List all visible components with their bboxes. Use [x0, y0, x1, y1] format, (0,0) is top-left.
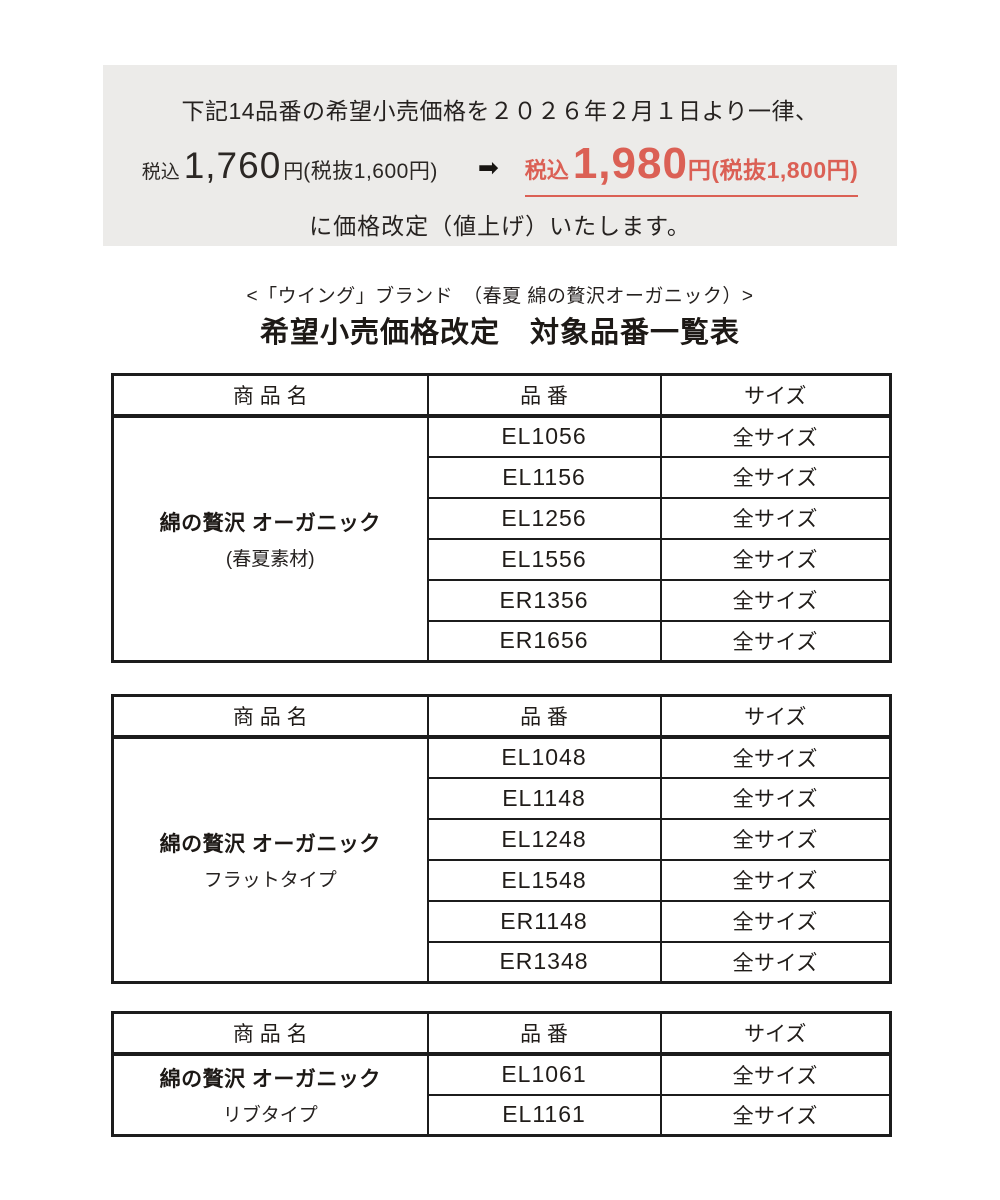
- size-value: 全サイズ: [659, 940, 892, 984]
- old-price: 税込 1,760 円 (税抜1,600円): [142, 145, 438, 187]
- column-header-code: 品 番: [426, 694, 662, 739]
- brand-line: <「ウイング」ブランド （春夏 綿の贅沢オーガニック）>: [246, 286, 754, 307]
- product-code: EL1161: [426, 1093, 662, 1137]
- product-name-cell: 綿の贅沢 オーガニック フラットタイプ: [111, 735, 429, 984]
- product-subtype: (春夏素材): [225, 548, 315, 570]
- column-header-product: 商 品 名: [111, 1011, 429, 1056]
- page-title: 希望小売価格改定 対象品番一覧表: [259, 317, 740, 349]
- table-row: ER1656 全サイズ: [113, 619, 892, 663]
- size-value: 全サイズ: [659, 735, 892, 779]
- product-code: ER1148: [426, 899, 662, 943]
- price-notice-box: 下記14品番の希望小売価格を２０２６年２月１日より一律、 税込 1,760 円 …: [103, 65, 897, 246]
- size-value: 全サイズ: [659, 619, 892, 663]
- new-price: 税込 1,980 円(税抜1,800円): [524, 139, 859, 197]
- product-code: EL1248: [426, 817, 662, 861]
- size-value: 全サイズ: [659, 817, 892, 861]
- product-code: EL1548: [426, 858, 662, 902]
- product-code: EL1156: [426, 455, 662, 499]
- product-subtype: リブタイプ: [222, 1104, 318, 1126]
- table-row: EL1148 全サイズ: [113, 776, 892, 820]
- table-row: ER1356 全サイズ: [113, 578, 892, 622]
- size-value: 全サイズ: [659, 496, 892, 540]
- price-table-spring-summer: 商 品 名 品 番 サイズ 綿の贅沢 オーガニック (春夏素材) EL1056 …: [111, 373, 892, 663]
- table-row: ER1348 全サイズ: [113, 940, 892, 984]
- table-row: EL1556 全サイズ: [113, 537, 892, 581]
- price-change-row: 税込 1,760 円 (税抜1,600円) ➡ 税込 1,980 円(税抜1,8…: [142, 139, 859, 197]
- new-price-tax-excluded: 円(税抜1,800円): [687, 157, 859, 183]
- new-price-tax-label: 税込: [524, 158, 569, 183]
- table-row: 綿の贅沢 オーガニック (春夏素材) EL1056 全サイズ: [111, 414, 892, 663]
- right-arrow-icon: ➡: [477, 153, 499, 182]
- notice-closing-line: に価格改定（値上げ）いたします。: [309, 213, 691, 239]
- size-value: 全サイズ: [659, 414, 892, 458]
- column-header-product: 商 品 名: [111, 373, 429, 418]
- size-value: 全サイズ: [659, 776, 892, 820]
- column-header-size: サイズ: [659, 694, 892, 739]
- size-value: 全サイズ: [659, 455, 892, 499]
- size-value: 全サイズ: [659, 537, 892, 581]
- product-subtype: フラットタイプ: [203, 869, 337, 891]
- price-table-rib-type: 商 品 名 品 番 サイズ 綿の贅沢 オーガニック リブタイプ EL1061 全…: [111, 1011, 892, 1137]
- size-value: 全サイズ: [659, 858, 892, 902]
- old-price-tax-label: 税込: [141, 162, 180, 183]
- column-header-product: 商 品 名: [111, 694, 429, 739]
- column-header-size: サイズ: [659, 1011, 892, 1056]
- column-header-size: サイズ: [659, 373, 892, 418]
- table-row: EL1256 全サイズ: [113, 496, 892, 540]
- product-code: EL1048: [426, 735, 662, 779]
- size-value: 全サイズ: [659, 578, 892, 622]
- product-name: 綿の贅沢 オーガニック: [159, 1067, 381, 1091]
- new-price-amount: 1,980: [572, 139, 688, 188]
- old-price-yen: 円: [283, 161, 304, 183]
- product-name: 綿の贅沢 オーガニック: [159, 832, 381, 856]
- table-header-row: 商 品 名 品 番 サイズ: [111, 1011, 892, 1056]
- product-name: 綿の贅沢 オーガニック: [159, 511, 381, 535]
- table-row: EL1548 全サイズ: [113, 858, 892, 902]
- table-header-row: 商 品 名 品 番 サイズ: [111, 694, 892, 739]
- product-code: ER1348: [426, 940, 662, 984]
- old-price-tax-excluded: (税抜1,600円): [303, 160, 438, 183]
- product-code: EL1061: [426, 1052, 662, 1096]
- size-value: 全サイズ: [659, 1052, 892, 1096]
- table-row: 綿の贅沢 オーガニック リブタイプ EL1061 全サイズ: [111, 1052, 892, 1137]
- product-name-cell: 綿の贅沢 オーガニック リブタイプ: [111, 1052, 429, 1137]
- old-price-amount: 1,760: [183, 145, 282, 186]
- product-code: EL1056: [426, 414, 662, 458]
- column-header-code: 品 番: [426, 1011, 662, 1056]
- size-value: 全サイズ: [659, 899, 892, 943]
- product-code: ER1356: [426, 578, 662, 622]
- product-name-cell: 綿の贅沢 オーガニック (春夏素材): [111, 414, 429, 663]
- price-table-flat-type: 商 品 名 品 番 サイズ 綿の贅沢 オーガニック フラットタイプ EL1048…: [111, 694, 892, 984]
- table-header-row: 商 品 名 品 番 サイズ: [111, 373, 892, 418]
- product-code: EL1148: [426, 776, 662, 820]
- column-header-code: 品 番: [426, 373, 662, 418]
- product-code: ER1656: [426, 619, 662, 663]
- table-row: ER1148 全サイズ: [113, 899, 892, 943]
- product-code: EL1256: [426, 496, 662, 540]
- table-row: EL1248 全サイズ: [113, 817, 892, 861]
- table-row: 綿の贅沢 オーガニック フラットタイプ EL1048 全サイズ: [111, 735, 892, 984]
- size-value: 全サイズ: [659, 1093, 892, 1137]
- table-row: EL1161 全サイズ: [113, 1093, 892, 1137]
- notice-intro-line: 下記14品番の希望小売価格を２０２６年２月１日より一律、: [181, 98, 819, 124]
- table-row: EL1156 全サイズ: [113, 455, 892, 499]
- product-code: EL1556: [426, 537, 662, 581]
